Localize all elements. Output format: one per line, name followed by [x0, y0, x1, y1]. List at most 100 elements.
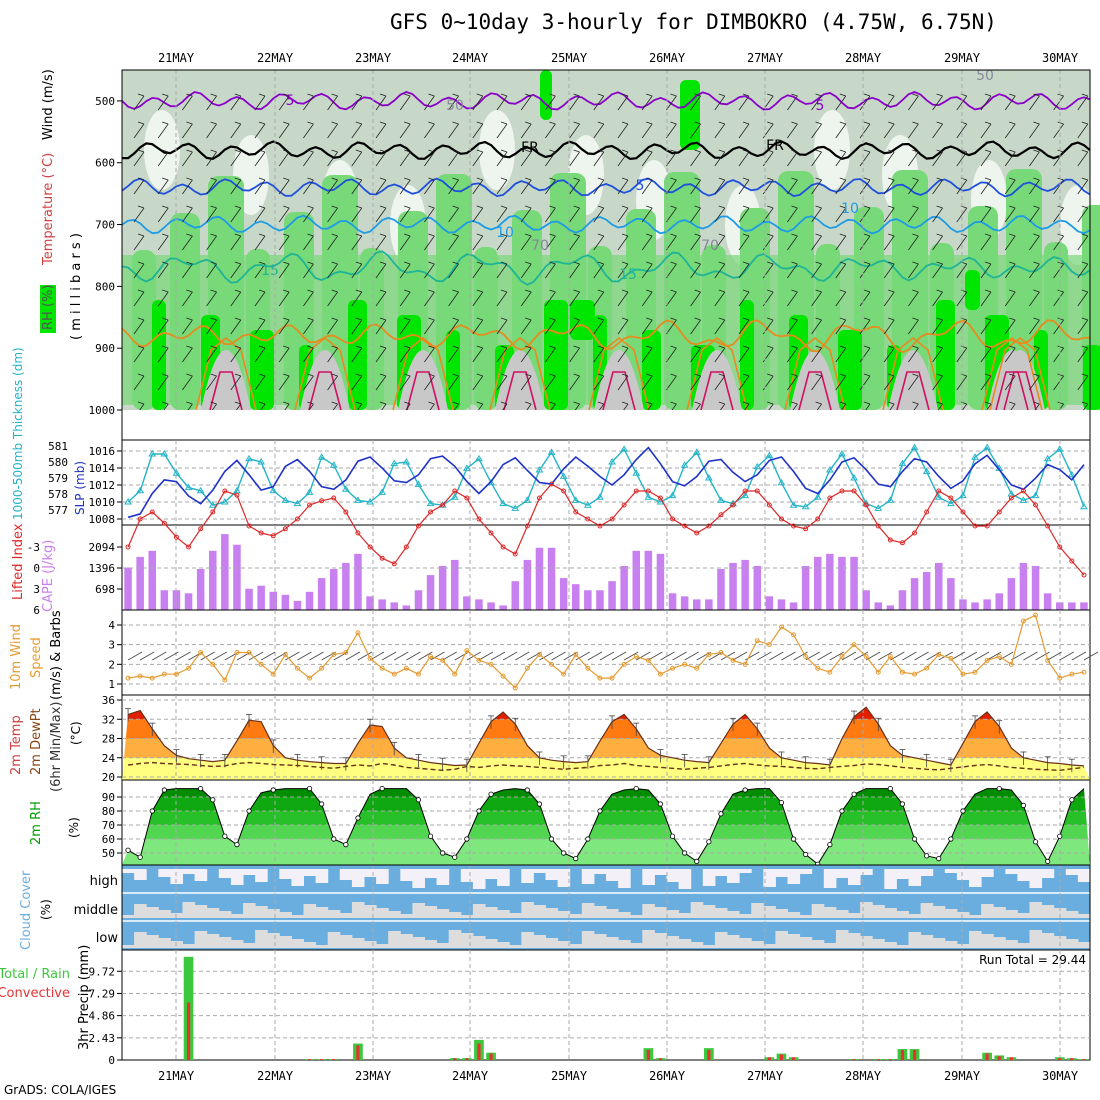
thickness-marker: [717, 496, 725, 503]
thickness-marker: [620, 445, 629, 452]
wind-speed-marker: [391, 671, 397, 677]
cloud-high-gap: [666, 869, 680, 882]
wind-barb-flag: [331, 401, 338, 405]
ylabel-cloud-unit: (%): [39, 899, 53, 920]
wind-barb: [230, 123, 242, 139]
wind-barb: [932, 235, 943, 251]
wind-barb: [545, 263, 556, 279]
cloud-high-gap: [436, 869, 450, 885]
cape-bar: [765, 596, 774, 610]
wind-barb: [956, 375, 968, 391]
wind-barb: [738, 151, 750, 167]
wind-barb-flag: [1009, 317, 1016, 321]
wind-speed-marker: [137, 673, 143, 679]
wind-barb: [817, 651, 832, 661]
wind-barb-flag: [1057, 233, 1064, 237]
wind-speed-marker: [415, 671, 421, 677]
wind-speed-marker: [258, 661, 264, 667]
rh2m-marker: [440, 850, 446, 856]
wind-barb: [351, 207, 363, 223]
wind-barb: [908, 207, 919, 223]
thickness-marker: [898, 459, 907, 467]
wind-barb: [980, 179, 992, 195]
cape-bar: [1068, 602, 1076, 610]
wind-barb: [908, 95, 919, 111]
wind-speed-marker: [912, 671, 918, 677]
wind-barb: [787, 207, 798, 223]
wind-barb: [617, 123, 629, 139]
cloud-middle-gap: [182, 902, 196, 918]
wind-barb: [448, 375, 459, 391]
wind-barb: [787, 235, 798, 251]
wind-barb: [1077, 235, 1089, 251]
wind-barb: [811, 263, 822, 279]
wind-barb-flag: [791, 121, 798, 125]
wind-barb-flag: [815, 177, 822, 181]
wind-speed-marker: [1008, 661, 1014, 667]
wind-speed-marker: [621, 661, 627, 667]
wind-barb-flag: [984, 289, 992, 293]
cloud-middle-gap: [1053, 908, 1067, 918]
wind-barb-flag: [210, 261, 217, 265]
cloud-middle-gap: [1017, 913, 1030, 918]
wind-barb: [327, 375, 338, 391]
precip-tick-label: 0: [108, 1054, 115, 1067]
cloud-low-gap: [1077, 942, 1091, 948]
wind-barb-flag: [621, 205, 629, 209]
wind-barb: [182, 235, 193, 251]
lifted-index-marker: [609, 516, 615, 522]
wind-speed-marker: [428, 653, 434, 659]
date-label-bottom: 25MAY: [551, 1069, 588, 1083]
wind-speed-marker: [972, 669, 978, 675]
rh2m-fill-band: [122, 825, 1090, 839]
wind-barb-flag: [815, 401, 822, 405]
wind-barb: [666, 179, 677, 195]
wind-barb: [375, 179, 387, 195]
cloud-high-gap: [1065, 869, 1079, 875]
wind-barb-flag: [839, 401, 846, 405]
isotherm-30-loop: [1003, 371, 1037, 411]
wind-barb-flag: [839, 345, 846, 349]
cloud-low-gap: [763, 944, 776, 948]
wind-barb-flag: [742, 345, 750, 349]
rh2m-marker: [536, 801, 543, 807]
wind-barb: [472, 319, 484, 335]
wind-barb: [351, 263, 363, 279]
wind-barb: [835, 95, 847, 111]
wind-barb-flag: [646, 121, 653, 125]
cloud-high-gap: [376, 869, 389, 884]
cloud-low-gap: [606, 937, 619, 948]
thickness-marker: [354, 496, 362, 503]
wind-barb-flag: [646, 93, 653, 97]
cloud-high-gap: [485, 869, 498, 879]
thickness-marker: [801, 502, 810, 510]
cloud-high-gap: [218, 869, 232, 878]
wind-barb: [254, 207, 266, 223]
wind-barb-flag: [379, 93, 387, 97]
wind-barb-flag: [791, 177, 798, 181]
wind-barb: [496, 263, 508, 279]
cloud-high-gap: [315, 869, 329, 883]
wind-barb-flag: [815, 149, 822, 153]
cloud-middle-gap: [751, 903, 764, 918]
wind-barb-flag: [283, 233, 290, 237]
wind-barb: [133, 263, 145, 279]
cloud-low-gap: [848, 933, 861, 948]
wind-barb-flag: [500, 93, 508, 97]
wind-barb-flag: [718, 121, 725, 125]
wind-barb-flag: [936, 149, 943, 153]
cloud-low-gap: [509, 945, 522, 948]
wind-barb-flag: [718, 93, 725, 97]
wind-barb: [448, 179, 459, 195]
wind-barb-flag: [815, 345, 822, 349]
wind-barb: [1053, 319, 1064, 335]
wind-barb-flag: [1081, 345, 1088, 349]
rh2m-marker: [198, 785, 204, 792]
thickness-tick-label: 578: [48, 488, 68, 501]
rh-dry-patch: [814, 110, 850, 190]
wind-barb: [1077, 151, 1089, 167]
cloud-low-gap: [497, 942, 510, 948]
wind-barb: [859, 291, 871, 307]
cloud-middle-gap: [218, 911, 232, 918]
lifted-index-marker: [912, 530, 918, 536]
